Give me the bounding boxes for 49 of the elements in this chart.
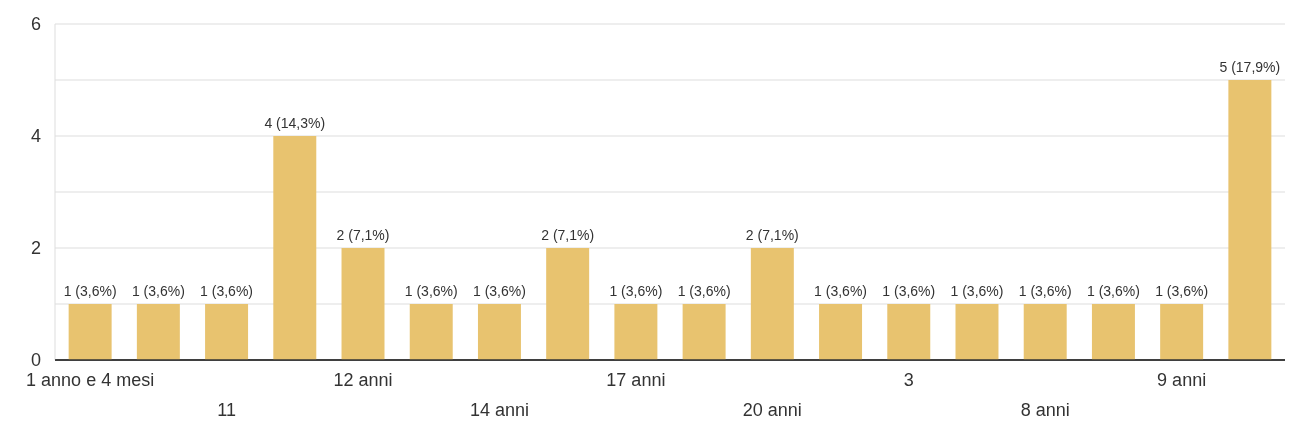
bar bbox=[273, 136, 317, 360]
bar bbox=[1228, 80, 1272, 360]
x-tick-label: 1 anno e 4 mesi bbox=[26, 370, 155, 390]
bar bbox=[887, 304, 931, 360]
x-tick-label: 20 anni bbox=[742, 400, 802, 420]
data-label: 2 (7,1%) bbox=[336, 227, 390, 243]
data-label: 2 (7,1%) bbox=[745, 227, 799, 243]
data-label: 5 (17,9%) bbox=[1219, 59, 1281, 75]
x-tick-label: 3 bbox=[903, 370, 914, 390]
bar bbox=[614, 304, 658, 360]
data-label: 1 (3,6%) bbox=[609, 283, 663, 299]
data-label: 1 (3,6%) bbox=[882, 283, 936, 299]
bar bbox=[136, 304, 180, 360]
y-tick-label: 0 bbox=[30, 350, 41, 371]
bar bbox=[750, 248, 794, 360]
x-tick-label: 9 anni bbox=[1157, 370, 1207, 390]
data-label: 1 (3,6%) bbox=[472, 283, 526, 299]
bar bbox=[682, 304, 726, 360]
data-label: 1 (3,6%) bbox=[131, 283, 185, 299]
y-tick-label: 2 bbox=[30, 238, 41, 259]
y-tick-label: 4 bbox=[30, 126, 41, 147]
bar bbox=[477, 304, 521, 360]
bar bbox=[546, 248, 590, 360]
data-label: 2 (7,1%) bbox=[541, 227, 595, 243]
x-tick-label: 17 anni bbox=[606, 370, 666, 390]
data-label: 1 (3,6%) bbox=[677, 283, 731, 299]
x-tick-label: 8 anni bbox=[1020, 400, 1070, 420]
data-label: 1 (3,6%) bbox=[404, 283, 458, 299]
data-label: 1 (3,6%) bbox=[63, 283, 117, 299]
bar bbox=[1023, 304, 1067, 360]
bar bbox=[205, 304, 249, 360]
data-label: 1 (3,6%) bbox=[1018, 283, 1072, 299]
bar bbox=[819, 304, 863, 360]
data-label: 1 (3,6%) bbox=[950, 283, 1004, 299]
x-tick-label: 14 anni bbox=[469, 400, 529, 420]
data-label: 1 (3,6%) bbox=[200, 283, 254, 299]
x-tick-label: 11 bbox=[217, 400, 236, 420]
data-label: 1 (3,6%) bbox=[814, 283, 868, 299]
data-label: 1 (3,6%) bbox=[1086, 283, 1140, 299]
bar bbox=[68, 304, 112, 360]
data-label: 1 (3,6%) bbox=[1155, 283, 1209, 299]
x-tick-label: 12 anni bbox=[333, 370, 393, 390]
y-tick-label: 6 bbox=[30, 14, 41, 35]
bar bbox=[1160, 304, 1204, 360]
data-label: 4 (14,3%) bbox=[264, 115, 326, 131]
bar bbox=[409, 304, 453, 360]
bar bbox=[341, 248, 385, 360]
bar bbox=[1091, 304, 1135, 360]
bar bbox=[955, 304, 999, 360]
